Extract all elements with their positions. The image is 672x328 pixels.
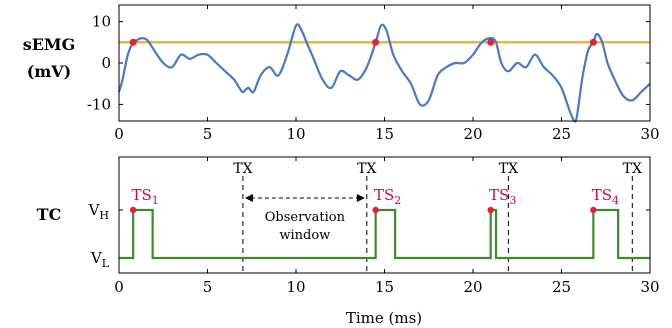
threshold-crossing-point-1	[129, 38, 137, 46]
threshold-crossing-point-4	[589, 38, 597, 46]
bottom-x-tick-label: 10	[286, 278, 305, 296]
tx-marker-label-3: TX	[499, 161, 518, 177]
threshold-crossing-point-2	[372, 38, 380, 46]
timestamp-label-1: TS1	[132, 186, 159, 207]
tx-marker-label-1: TX	[233, 161, 252, 177]
x-axis-label: Time (ms)	[346, 309, 422, 327]
tx-marker-label-2: TX	[357, 161, 376, 177]
bottom-x-tick-label: 0	[114, 278, 124, 296]
observation-window-label-line2: window	[279, 228, 330, 243]
top-y-tick-label: -10	[87, 95, 111, 113]
semg-signal-line	[117, 23, 651, 123]
bottom-x-tick-label: 25	[552, 278, 571, 296]
top-x-tick-label: 0	[114, 125, 124, 143]
tc-panel: TC VH VL TX TX TX TX TS1 TS2 TS3 TS4 Observatio…	[37, 156, 660, 327]
arrowhead-left	[244, 194, 253, 202]
semg-ylabel-line1: sEMG	[23, 35, 76, 54]
timestamp-point-1	[129, 206, 137, 214]
timestamp-label-3: TS3	[489, 186, 516, 207]
timestamp-point-2	[372, 206, 379, 214]
tc-ylabel: TC	[37, 205, 62, 224]
semg-plot-frame	[118, 4, 651, 122]
timestamp-point-3	[487, 206, 494, 214]
bottom-x-tick-label: 20	[463, 278, 482, 296]
level-label-l: VL	[90, 249, 110, 270]
bottom-x-tick-label: 30	[640, 278, 659, 296]
top-x-tick-label: 30	[640, 125, 659, 143]
top-x-tick-label: 5	[203, 125, 213, 143]
tx-marker-label-4: TX	[623, 161, 642, 177]
top-x-tick-label: 10	[286, 125, 305, 143]
top-x-tick-label: 15	[375, 125, 394, 143]
timestamp-label-4: TS4	[592, 186, 619, 207]
level-label-h: VH	[88, 201, 109, 222]
top-y-tick-label: 10	[92, 13, 111, 31]
top-x-tick-label: 20	[463, 125, 482, 143]
semg-ylabel-line2: (mV)	[27, 62, 71, 81]
arrowhead-right	[356, 194, 365, 202]
bottom-x-tick-label: 15	[375, 278, 394, 296]
timestamp-label-2: TS2	[374, 186, 401, 207]
bottom-x-tick-label: 5	[203, 278, 213, 296]
top-y-tick-label: 0	[101, 54, 111, 72]
observation-window-label-line1: Observation	[265, 210, 346, 225]
observation-window-box	[260, 206, 349, 244]
tc-pulse-line	[119, 208, 650, 260]
top-x-tick-label: 25	[552, 125, 571, 143]
timestamp-point-4	[590, 206, 597, 214]
tc-plot-frame	[118, 156, 651, 274]
threshold-crossing-point-3	[487, 38, 495, 46]
